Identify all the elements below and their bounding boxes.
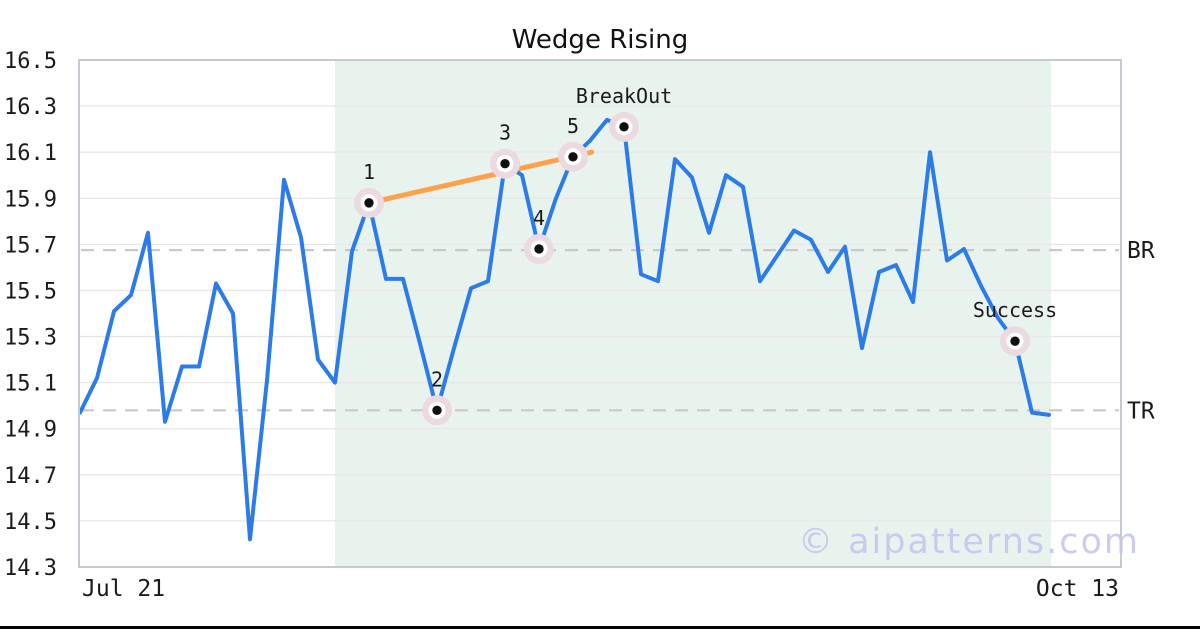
annotation-layer: 1 2 3 4 5 BreakOut Success (363, 84, 1057, 391)
marker-dot (619, 122, 629, 132)
y-tick-label: 16.1 (4, 141, 57, 166)
marker-layer (354, 111, 1030, 426)
y-tick-label: 15.1 (4, 372, 57, 397)
x-axis-end-label: Oct 13 (1036, 576, 1119, 602)
y-tick-label: 16.5 (4, 49, 57, 74)
marker-dot (500, 159, 510, 169)
y-tick-label: 15.9 (4, 187, 57, 212)
annotation-label-1: 1 (363, 160, 375, 184)
annotation-label-breakout: BreakOut (576, 84, 672, 108)
y-tick-label: 15.3 (4, 326, 57, 351)
price-line-layer (78, 117, 1051, 542)
y-tick-label: 14.7 (4, 464, 57, 489)
bottom-edge-bar (0, 626, 1200, 629)
chart-title: Wedge Rising (512, 25, 689, 55)
y-tick-label: 14.3 (4, 556, 57, 581)
trendline-layer (366, 149, 595, 206)
marker-dot (1010, 336, 1020, 346)
y-tick-label: 15.7 (4, 233, 57, 258)
marker-dot (534, 244, 544, 254)
y-tick-label: 15.5 (4, 279, 57, 304)
level-label-br: BR (1127, 238, 1155, 264)
annotation-label-5: 5 (567, 114, 579, 138)
level-labels: BR TR (1127, 238, 1155, 424)
watermark: © aipatterns.com (798, 522, 1140, 562)
y-axis-labels: 16.5 16.3 16.1 15.9 15.7 15.5 15.3 15.1 14.9 14.7… (4, 49, 57, 581)
price-line (78, 117, 1051, 542)
annotation-label-success: Success (973, 298, 1057, 322)
y-tick-label: 14.5 (4, 510, 57, 535)
level-label-tr: TR (1127, 398, 1155, 424)
y-tick-label: 14.9 (4, 418, 57, 443)
pattern-zone-layer (335, 61, 1051, 566)
marker-dot (432, 405, 442, 415)
annotation-label-4: 4 (533, 206, 545, 230)
marker-dot (364, 198, 374, 208)
trendline (366, 149, 595, 206)
x-axis-start-label: Jul 21 (82, 576, 165, 602)
plot-border (78, 59, 1122, 568)
pattern-zone (335, 61, 1051, 566)
marker-dot (568, 152, 578, 162)
annotation-label-2: 2 (431, 367, 443, 391)
y-tick-label: 16.3 (4, 95, 57, 120)
annotation-label-3: 3 (499, 121, 511, 145)
